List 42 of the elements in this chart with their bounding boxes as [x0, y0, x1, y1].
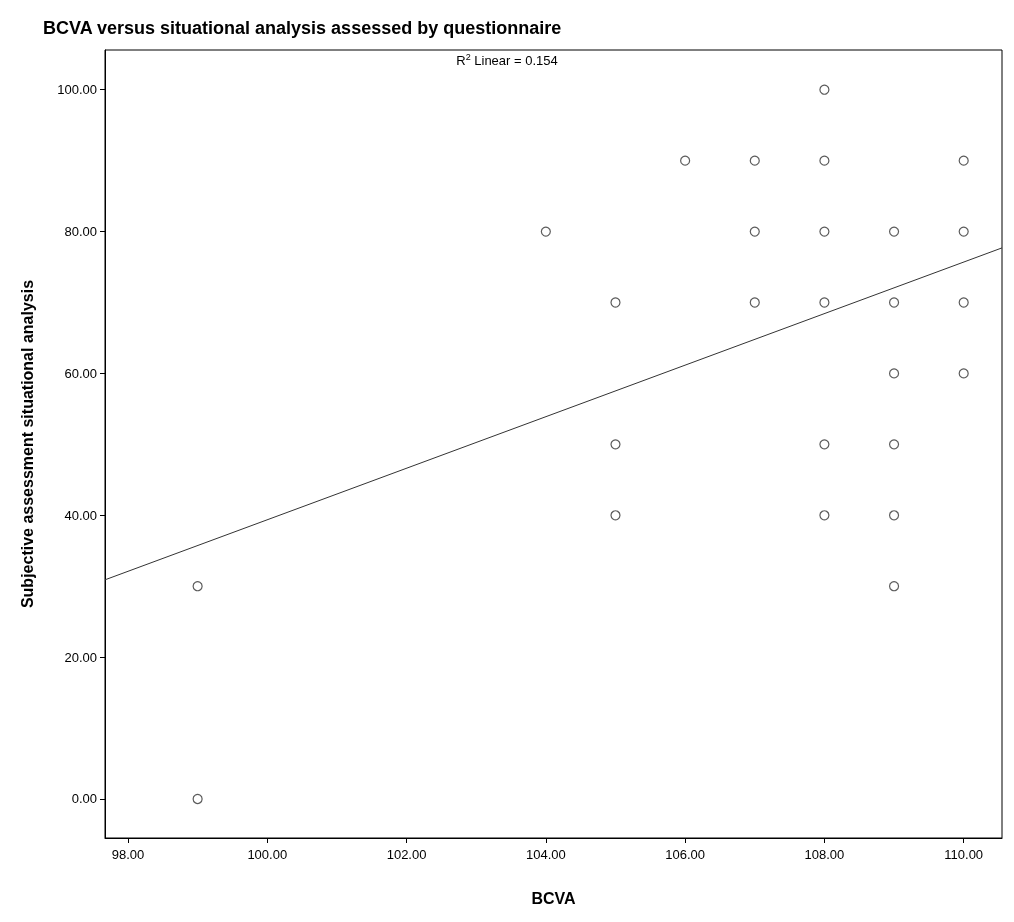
point: [610, 510, 621, 521]
x-tick-label: 98.00: [111, 847, 145, 862]
point: [819, 226, 830, 237]
point: [192, 793, 203, 805]
y-tick-label: 40.00: [64, 507, 97, 523]
point: [540, 226, 551, 237]
x-tick-label: 106.00: [665, 847, 706, 862]
point: [888, 581, 900, 592]
point: [192, 581, 203, 592]
x-tick-label: 100.00: [247, 847, 288, 862]
point: [749, 155, 760, 166]
point: [888, 297, 900, 308]
point: [888, 510, 900, 521]
chart-title: BCVA versus situational analysis assessed by questionnaire: [43, 18, 562, 38]
point: [819, 439, 830, 450]
point: [958, 297, 969, 308]
point: [680, 155, 691, 166]
x-tick-label: 104.00: [525, 847, 566, 862]
point: [888, 226, 900, 237]
point: [610, 297, 621, 308]
y-tick-label: 100.00: [57, 82, 97, 98]
point: [819, 297, 830, 308]
point: [819, 84, 830, 95]
point: [819, 155, 830, 166]
point: [819, 510, 830, 521]
x-tick-label: 102.00: [386, 847, 427, 862]
point: [749, 297, 760, 308]
point: [958, 368, 969, 379]
y-tick-label: 60.00: [64, 365, 97, 381]
x-axis-title: BCVA: [531, 889, 577, 907]
point: [888, 439, 900, 450]
point: [749, 226, 760, 237]
point: [888, 368, 900, 379]
x-tick-label: 108.00: [804, 847, 845, 862]
y-axis-title: Subjective assessment situational analysis: [18, 279, 36, 609]
point: [958, 226, 969, 237]
x-tick-label: 110.00: [944, 847, 984, 862]
y-tick-label: 80.00: [64, 224, 97, 240]
y-tick-label: 20.00: [64, 649, 97, 665]
point: [958, 155, 969, 166]
y-tick-label: 0.00: [71, 791, 97, 807]
point: [610, 439, 621, 450]
